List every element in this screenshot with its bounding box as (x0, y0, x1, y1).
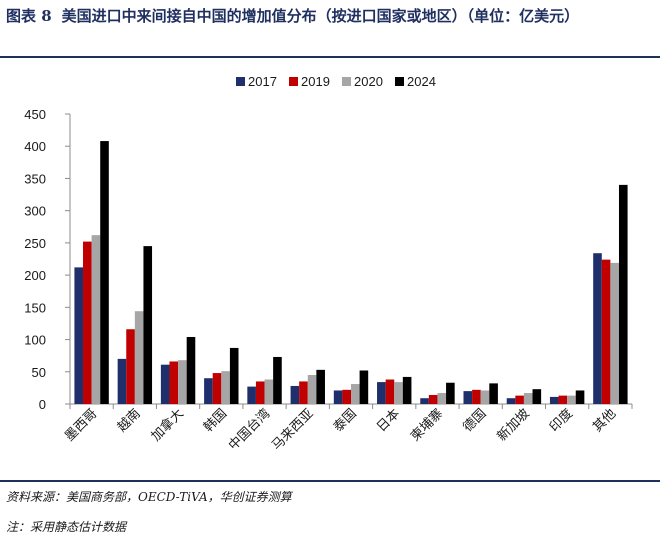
y-tick-label-150: 150 (24, 300, 46, 315)
y-axis: 0 50 100 150 200 250 300 350 400 450 (24, 107, 71, 412)
x-tick-label-日本: 日本 (374, 406, 403, 435)
bar-2024-中国台湾 (273, 356, 282, 404)
bar-2020-加拿大 (178, 360, 187, 404)
bar-2020-韩国 (221, 371, 230, 404)
bar-2019-新加坡 (515, 395, 524, 404)
x-tick-label-其他: 其他 (590, 406, 619, 435)
x-tick-label-越南: 越南 (114, 406, 144, 436)
bar-2024-加拿大 (186, 336, 196, 404)
bar-chart: 2017 2019 2020 2024 0 50 100 150 200 250 300 350 40… (24, 74, 633, 454)
bar-2019-中国台湾 (255, 381, 265, 404)
bar-2020-德国 (480, 390, 490, 404)
bar-2024-泰国 (359, 370, 369, 404)
bar-2020-其他 (610, 262, 619, 404)
figure-number: 图表 8 (6, 7, 52, 25)
legend-swatch-2024 (395, 77, 404, 86)
bar-2024-韩国 (229, 347, 239, 404)
x-tick-label-墨西哥: 墨西哥 (62, 406, 100, 444)
bar-2017-其他 (593, 253, 602, 404)
bar-2024-越南 (143, 246, 153, 404)
bar-2020-墨西哥 (91, 235, 101, 404)
bar-2019-印度 (558, 395, 568, 404)
bar-2020-马来西亚 (307, 375, 317, 404)
y-tick-label-100: 100 (24, 333, 46, 348)
bar-2017-墨西哥 (74, 267, 84, 404)
bar-2017-马来西亚 (290, 385, 300, 404)
bar-2024-德国 (489, 383, 498, 404)
x-tick-label-柬埔寨: 柬埔寨 (407, 406, 446, 445)
bar-2019-德国 (472, 389, 481, 404)
x-tick-label-新加坡: 新加坡 (494, 406, 533, 445)
legend-label-2019: 2019 (301, 74, 330, 89)
bar-2020-越南 (134, 311, 144, 404)
x-tick-label-韩国: 韩国 (201, 406, 230, 435)
bar-2024-日本 (402, 376, 412, 404)
bar-2017-泰国 (333, 390, 343, 404)
top-rule (0, 56, 660, 58)
bar-2024-新加坡 (532, 389, 542, 404)
legend-swatch-2020 (342, 77, 351, 86)
bar-2017-新加坡 (506, 398, 516, 404)
bar-2020-泰国 (351, 384, 360, 404)
bar-2019-日本 (385, 379, 395, 404)
bar-2017-印度 (549, 396, 559, 404)
legend-label-2017: 2017 (248, 74, 277, 89)
bar-2024-马来西亚 (316, 369, 325, 404)
x-tick-label-中国台湾: 中国台湾 (225, 406, 273, 454)
legend-swatch-2019 (289, 77, 298, 86)
bar-2020-印度 (567, 395, 576, 404)
source-note: 资料来源：美国商务部，OECD-TiVA，华创证券测算 (6, 490, 292, 504)
legend-swatch-2017 (236, 77, 245, 86)
bar-2020-新加坡 (523, 393, 533, 404)
bar-2019-马来西亚 (299, 381, 308, 404)
x-tick-label-马来西亚: 马来西亚 (269, 406, 316, 453)
bar-2020-日本 (394, 382, 403, 404)
bar-2024-墨西哥 (100, 141, 109, 405)
bars (74, 141, 628, 405)
y-tick-label-50: 50 (32, 365, 46, 380)
bar-2020-中国台湾 (264, 379, 274, 404)
bar-2017-韩国 (204, 378, 213, 404)
x-tick-label-加拿大: 加拿大 (148, 406, 187, 445)
bar-2017-加拿大 (160, 364, 170, 404)
bar-2019-墨西哥 (83, 241, 92, 404)
y-tick-label-0: 0 (39, 397, 46, 412)
bar-2017-德国 (463, 391, 473, 404)
y-tick-label-300: 300 (24, 204, 46, 219)
x-tick-label-德国: 德国 (461, 406, 490, 435)
figure-title-text: 美国进口中来间接自中国的增加值分布（按进口国家或地区）（单位：亿美元） (61, 7, 580, 25)
figure-title: 图表 8 美国进口中来间接自中国的增加值分布（按进口国家或地区）（单位：亿美元） (6, 4, 656, 28)
bar-2019-柬埔寨 (428, 394, 438, 404)
bar-2019-加拿大 (169, 361, 179, 404)
bar-2019-韩国 (212, 373, 222, 404)
bar-2019-其他 (601, 259, 611, 404)
bar-2017-中国台湾 (247, 386, 256, 404)
bar-2017-日本 (377, 382, 386, 404)
bottom-rule (0, 480, 660, 482)
y-tick-label-200: 200 (24, 268, 46, 283)
footnote: 注：采用静态估计数据 (6, 520, 127, 534)
legend-label-2024: 2024 (407, 74, 436, 89)
bar-2024-印度 (575, 390, 585, 404)
legend-label-2020: 2020 (354, 74, 383, 89)
legend: 2017 2019 2020 2024 (236, 74, 436, 89)
y-tick-label-450: 450 (24, 107, 46, 122)
bar-2024-柬埔寨 (446, 382, 455, 404)
y-tick-label-250: 250 (24, 236, 46, 251)
x-tick-label-印度: 印度 (546, 406, 576, 436)
y-tick-label-400: 400 (24, 139, 46, 154)
y-tick-label-350: 350 (24, 171, 46, 186)
bar-2017-越南 (117, 358, 127, 404)
bar-2024-其他 (618, 184, 628, 404)
bar-2019-泰国 (342, 389, 351, 404)
bar-2020-柬埔寨 (437, 393, 447, 404)
bar-2019-越南 (126, 329, 135, 404)
bar-2017-柬埔寨 (420, 398, 429, 404)
x-tick-label-泰国: 泰国 (331, 406, 360, 435)
